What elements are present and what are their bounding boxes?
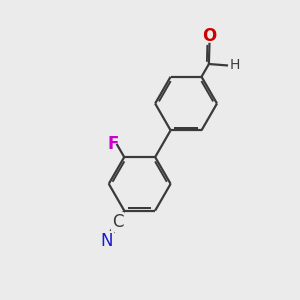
Text: H: H xyxy=(229,58,240,73)
Text: C: C xyxy=(112,213,123,231)
Text: F: F xyxy=(107,135,119,153)
Text: N: N xyxy=(100,232,113,250)
Text: O: O xyxy=(202,27,217,45)
